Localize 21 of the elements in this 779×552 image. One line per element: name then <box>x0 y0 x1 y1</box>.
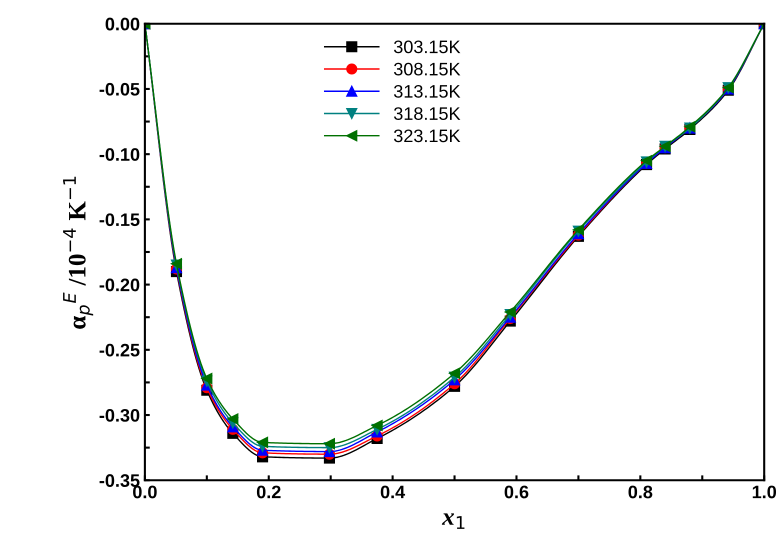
legend-label: 303.15K <box>394 40 460 54</box>
x-tick-label: 0.4 <box>380 486 406 498</box>
legend-label: 318.15K <box>394 107 460 120</box>
x-tick-label: 0.0 <box>133 486 157 498</box>
y-tick-label: -0.30 <box>100 408 140 422</box>
y-tick-label: -0.10 <box>100 148 140 161</box>
legend-label: 313.15K <box>394 84 460 98</box>
x-axis-title: x$_{1}$ <box>442 513 464 529</box>
y-tick-label: -0.20 <box>100 278 140 292</box>
x-tick-label: 0.6 <box>504 486 528 498</box>
y-axis-title: α$_{p}$$^{E}$ /10$^{−4}$ K$^{−1}$ <box>63 176 94 329</box>
x-tick-label: 1.0 <box>752 486 776 498</box>
x-tick-label: 0.8 <box>628 486 652 498</box>
y-tick-label: -0.15 <box>100 213 140 226</box>
y-tick-label: 0.00 <box>106 18 140 30</box>
legend-label: 323.15K <box>394 129 460 142</box>
x-tick-label: 0.2 <box>256 486 281 498</box>
y-tick-label: -0.05 <box>100 82 140 96</box>
legend-label: 308.15K <box>394 62 460 76</box>
y-tick-label: -0.25 <box>100 344 140 357</box>
y-tick-label: -0.35 <box>100 474 140 487</box>
